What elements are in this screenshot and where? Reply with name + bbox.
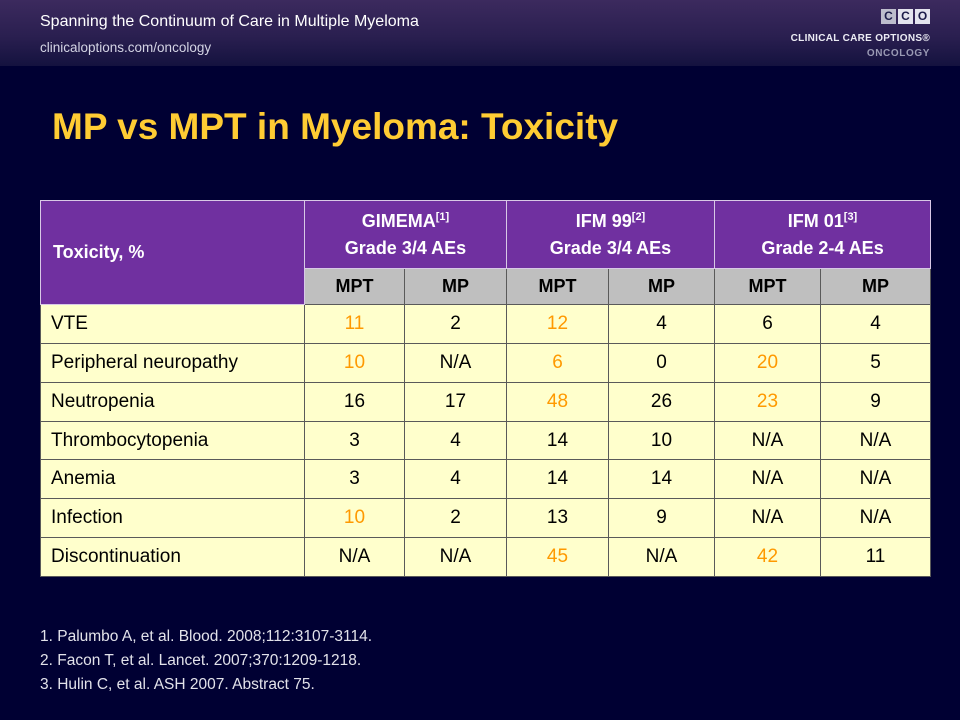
value-cell: 48	[506, 381, 609, 422]
value-cell: 45	[506, 537, 609, 578]
row-header-label: Toxicity, %	[40, 200, 305, 305]
header-title: Spanning the Continuum of Care in Multip…	[40, 13, 419, 30]
arm-header: MPT	[714, 268, 821, 305]
footnote: 2. Facon T, et al. Lancet. 2007;370:1209…	[40, 652, 362, 669]
row-label: Thrombocytopenia	[40, 420, 305, 461]
value-cell: N/A	[819, 498, 932, 539]
footnotes: 1. Palumbo A, et al. Blood. 2008;112:310…	[40, 625, 372, 697]
value-cell: N/A	[404, 537, 507, 578]
value-cell: 12	[506, 304, 609, 344]
logo-letter: C	[898, 9, 913, 24]
arm-header: MP	[608, 268, 715, 305]
value-cell: 3	[304, 459, 405, 500]
value-cell: N/A	[304, 537, 405, 578]
toxicity-table: Toxicity, % GIMEMA[1] Grade 3/4 AEs IFM …	[40, 200, 932, 578]
value-cell: N/A	[714, 498, 821, 539]
table-row: VTE 11 2 12 4 6 4	[40, 304, 932, 344]
value-cell: 17	[404, 381, 507, 422]
group-subtitle: Grade 2-4 AEs	[761, 237, 884, 258]
value-cell: 5	[819, 342, 932, 383]
value-cell: 6	[714, 304, 821, 344]
value-cell: N/A	[819, 420, 932, 461]
arm-header: MPT	[506, 268, 609, 305]
value-cell: 6	[506, 342, 609, 383]
footnote: 3. Hulin C, et al. ASH 2007. Abstract 75…	[40, 676, 315, 693]
table-row: Neutropenia 16 17 48 26 23 9	[40, 381, 932, 422]
value-cell: 13	[506, 498, 609, 539]
group-subtitle: Grade 3/4 AEs	[549, 237, 672, 258]
slide-title: MP vs MPT in Myeloma: Toxicity	[52, 106, 619, 147]
table-row: Thrombocytopenia 3 4 14 10 N/A N/A	[40, 420, 932, 461]
value-cell: N/A	[608, 537, 715, 578]
table-row: Anemia 3 4 14 14 N/A N/A	[40, 459, 932, 500]
value-cell: 4	[608, 304, 715, 344]
row-label: VTE	[40, 304, 305, 344]
logo-mark-icon: C C O	[881, 9, 930, 24]
value-cell: 26	[608, 381, 715, 422]
value-cell: 16	[304, 381, 405, 422]
table-row: Discontinuation N/A N/A 45 N/A 42 11	[40, 537, 932, 578]
value-cell: 2	[404, 304, 507, 344]
value-cell: 10	[304, 342, 405, 383]
value-cell: 23	[714, 381, 821, 422]
footnote: 1. Palumbo A, et al. Blood. 2008;112:310…	[40, 628, 373, 645]
reference-marker: [3]	[843, 210, 858, 223]
table-row: Peripheral neuropathy 10 N/A 6 0 20 5	[40, 342, 932, 383]
value-cell: 4	[404, 420, 507, 461]
table-row: Infection 10 2 13 9 N/A N/A	[40, 498, 932, 539]
group-name: IFM 01	[787, 210, 844, 231]
value-cell: N/A	[819, 459, 932, 500]
table-body: VTE 11 2 12 4 6 4 Peripheral neuropathy 10 N/A 6 0 2…	[40, 304, 932, 578]
value-cell: 4	[819, 304, 932, 344]
table-header-row: Toxicity, % GIMEMA[1] Grade 3/4 AEs IFM …	[40, 200, 932, 305]
value-cell: 42	[714, 537, 821, 578]
value-cell: 10	[304, 498, 405, 539]
value-cell: 3	[304, 420, 405, 461]
row-label: Neutropenia	[40, 381, 305, 422]
value-cell: 20	[714, 342, 821, 383]
row-label: Peripheral neuropathy	[40, 342, 305, 383]
value-cell: 9	[608, 498, 715, 539]
row-label: Anemia	[40, 459, 305, 500]
header-url: clinicaloptions.com/oncology	[40, 40, 212, 55]
value-cell: 11	[304, 304, 405, 344]
group-header-ifm-01: IFM 01[3] Grade 2-4 AEs	[713, 200, 932, 269]
reference-marker: [2]	[631, 210, 646, 223]
header-band	[0, 0, 960, 66]
logo-name: CLINICAL CARE OPTIONS®	[790, 33, 930, 44]
group-subtitle: Grade 3/4 AEs	[344, 237, 467, 258]
group-name: IFM 99	[575, 210, 632, 231]
value-cell: 14	[506, 420, 609, 461]
reference-marker: [1]	[435, 210, 450, 223]
value-cell: 11	[819, 537, 932, 578]
value-cell: 4	[404, 459, 507, 500]
value-cell: 14	[506, 459, 609, 500]
value-cell: 9	[819, 381, 932, 422]
value-cell: N/A	[714, 420, 821, 461]
value-cell: 0	[608, 342, 715, 383]
value-cell: 2	[404, 498, 507, 539]
row-label: Infection	[40, 498, 305, 539]
logo-subtitle: ONCOLOGY	[866, 48, 930, 59]
group-header-gimema: GIMEMA[1] Grade 3/4 AEs	[304, 200, 507, 269]
arm-header: MPT	[304, 268, 405, 305]
table-arm-row: MPT MP MPT MP MPT MP	[41, 268, 932, 305]
logo-letter: O	[915, 9, 930, 24]
value-cell: N/A	[404, 342, 507, 383]
value-cell: 10	[608, 420, 715, 461]
value-cell: N/A	[714, 459, 821, 500]
arm-header: MP	[404, 268, 507, 305]
value-cell: 14	[608, 459, 715, 500]
group-header-ifm-99: IFM 99[2] Grade 3/4 AEs	[506, 200, 715, 269]
row-label: Discontinuation	[40, 537, 305, 578]
logo-letter: C	[881, 9, 896, 24]
group-name: GIMEMA	[361, 210, 436, 231]
arm-header: MP	[819, 268, 932, 305]
